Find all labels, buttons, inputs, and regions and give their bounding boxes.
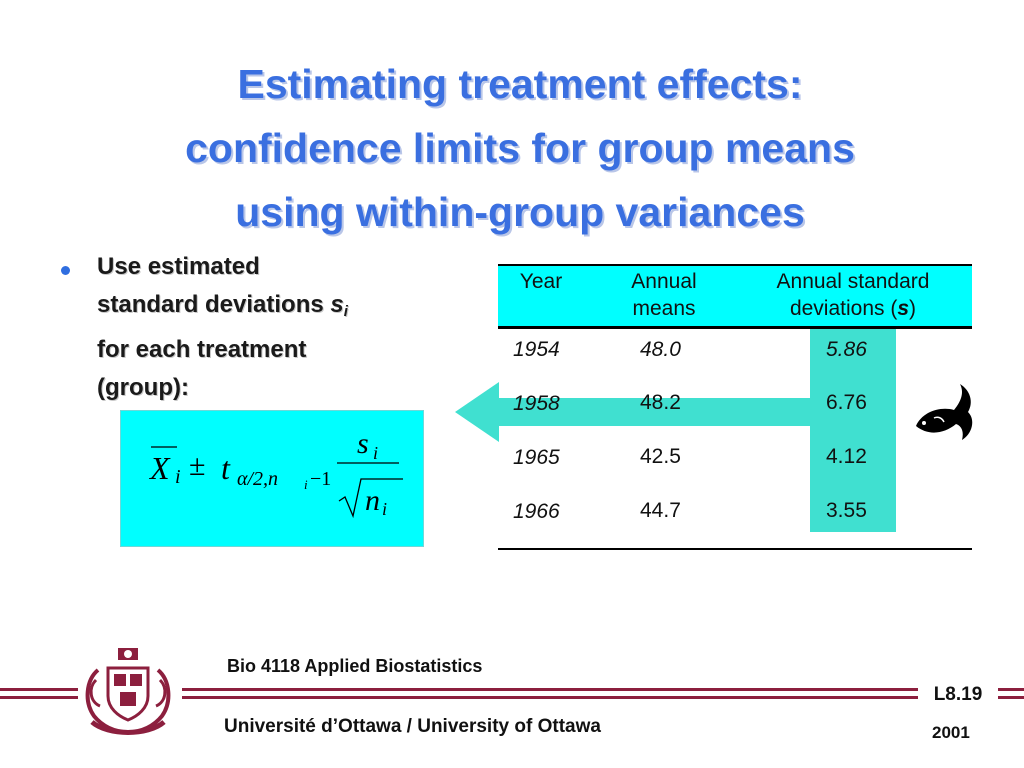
footer-rule-right-b [998, 696, 1024, 699]
slide-title: Estimating treatment effects: confidence… [60, 52, 980, 244]
table-bottom-rule [498, 548, 972, 550]
formula-t-sub-tail: −1 [310, 468, 331, 490]
formula-t-sub: α/2,n [237, 468, 278, 490]
university-name: Université d’Ottawa / University of Otta… [224, 716, 601, 737]
cell-mean-2: 42.5 [640, 445, 681, 468]
title-line-1: Estimating treatment effects: [237, 61, 803, 107]
footer-rule-left-b [0, 696, 78, 699]
formula-pm: ± [189, 449, 205, 482]
formula-box: X i ± t α/2,n i −1 s i n i [120, 410, 424, 547]
footer-rule-right-a [998, 688, 1024, 691]
formula-xbar-sub: i [175, 466, 181, 488]
table-header-rule [498, 326, 972, 329]
cell-sd-2: 4.12 [826, 445, 867, 468]
bullet-symbol-sub: i [343, 303, 348, 320]
fish-icon [916, 384, 973, 440]
cell-sd-1: 6.76 [826, 391, 867, 414]
cell-year-0: 1954 [513, 338, 560, 361]
cell-mean-0: 48.0 [640, 338, 681, 361]
cell-mean-3: 44.7 [640, 499, 681, 522]
header-sd-prefix: deviations ( [789, 297, 898, 320]
footer-rule-left-a [0, 688, 78, 691]
cell-sd-0: 5.86 [826, 338, 867, 361]
header-sd-suffix: ) [909, 297, 917, 320]
header-sd: Annual standard deviations (s) [738, 268, 968, 322]
header-year: Year [519, 270, 563, 293]
confidence-interval-formula: X i ± t α/2,n i −1 s i n i [148, 427, 403, 519]
university-crest-icon [85, 648, 171, 735]
slide-number: L8.19 [918, 681, 998, 709]
header-sd-line-1: Annual standard [776, 270, 930, 293]
bullet-text: Use estimated standard deviations si for… [97, 248, 477, 407]
bullet-dot [61, 266, 70, 275]
header-means-line-2: means [632, 297, 696, 320]
header-sd-symbol: s [897, 297, 910, 320]
footer-year: 2001 [932, 723, 970, 742]
bullet-line-4: (group): [97, 374, 189, 401]
sd-column-highlight [810, 329, 896, 532]
cell-year-2: 1965 [513, 446, 560, 469]
formula-numerator-sub: i [373, 443, 378, 463]
cell-year-3: 1966 [513, 500, 560, 523]
cell-year-1: 1958 [513, 392, 560, 415]
header-means: Annual means [606, 268, 722, 322]
left-arrow-icon [455, 382, 810, 442]
formula-xbar: X [148, 450, 171, 486]
table-header [498, 266, 972, 326]
formula-t: t [221, 450, 231, 486]
bullet-line-2: standard deviations si [97, 286, 477, 331]
header-sd-line-2: deviations (s) [738, 295, 968, 322]
cell-sd-3: 3.55 [826, 499, 867, 522]
footer-rule-main-b [182, 696, 918, 699]
formula-denominator: n [365, 484, 380, 517]
formula-numerator: s [357, 427, 369, 460]
formula-t-sub-i: i [304, 477, 308, 492]
title-line-3: using within-group variances [235, 189, 805, 235]
sqrt-sign [338, 478, 403, 519]
bullet-line-3: for each treatment [97, 336, 307, 363]
title-line-2: confidence limits for group means [185, 125, 855, 171]
footer-rule-main-a [182, 688, 918, 691]
course-name: Bio 4118 Applied Biostatistics [227, 656, 483, 676]
formula-denominator-sub: i [382, 499, 387, 519]
bullet-line-1: Use estimated [97, 253, 260, 280]
table-top-rule [498, 264, 972, 266]
bullet-line-2-prefix: standard deviations [97, 291, 331, 318]
bullet-symbol-s: s [330, 291, 344, 318]
header-means-line-1: Annual [631, 270, 697, 293]
cell-mean-1: 48.2 [640, 391, 681, 414]
